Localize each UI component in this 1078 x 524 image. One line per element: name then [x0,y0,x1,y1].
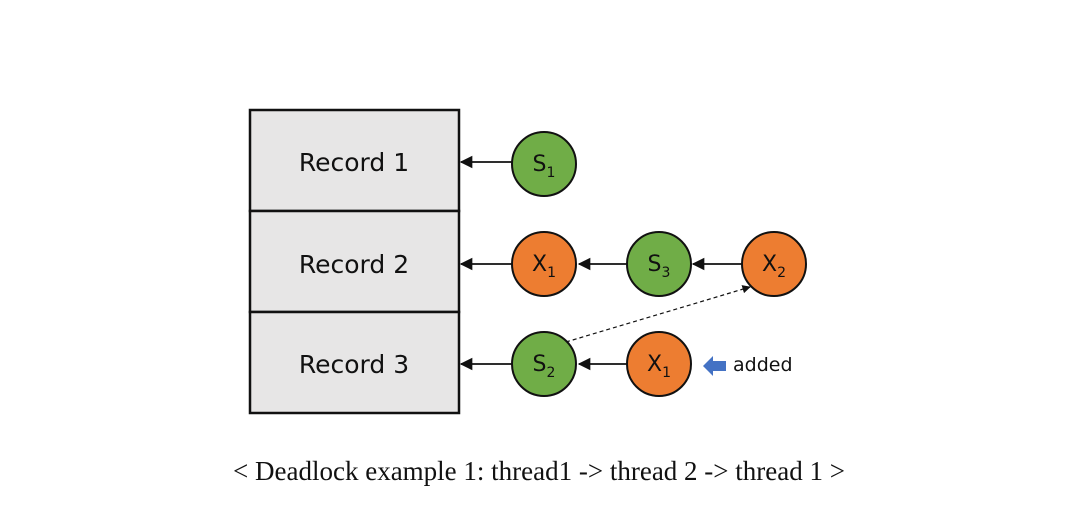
lock-letter: S [533,152,547,177]
lock-subscript: 1 [547,165,556,181]
record-row-1 [248,108,461,213]
record-label-1: Record 1 [299,148,409,177]
diagram-caption: < Deadlock example 1: thread1 -> thread … [233,456,845,486]
lock-node-x2: X2 [741,231,807,297]
lock-letter: X [532,252,547,277]
svg-text:X2: X2 [762,252,786,281]
lock-node-s1: S1 [511,131,577,197]
lock-subscript: 1 [547,265,556,281]
lock-letter: X [647,352,662,377]
lock-subscript: 2 [547,365,556,381]
lock-node-x1-added: X1 [626,331,692,397]
lock-subscript: 2 [777,265,786,281]
lock-node-s3: S3 [626,231,692,297]
lock-nodes: S1 X1 S3 X2 S2 [511,131,807,397]
lock-letter: X [762,252,777,277]
record-row-2 [248,209,461,314]
record-table: Record 1 Record 2 Record 3 [248,108,461,415]
lock-node-s2: S2 [511,331,577,397]
lock-letter: S [533,352,547,377]
left-arrow-icon [703,356,726,376]
svg-text:S3: S3 [648,252,671,281]
svg-text:S1: S1 [533,152,556,181]
added-label: added [733,354,793,376]
lock-subscript: 3 [662,265,671,281]
added-note: added [703,354,793,376]
record-label-2: Record 2 [299,250,409,279]
record-row-3 [248,310,461,415]
svg-text:X1: X1 [647,352,671,381]
lock-subscript: 1 [662,365,671,381]
lock-letter: S [648,252,662,277]
svg-text:X1: X1 [532,252,556,281]
svg-text:S2: S2 [533,352,556,381]
record-label-3: Record 3 [299,350,409,379]
wait-arrows [459,155,751,371]
lock-node-x1: X1 [511,231,577,297]
